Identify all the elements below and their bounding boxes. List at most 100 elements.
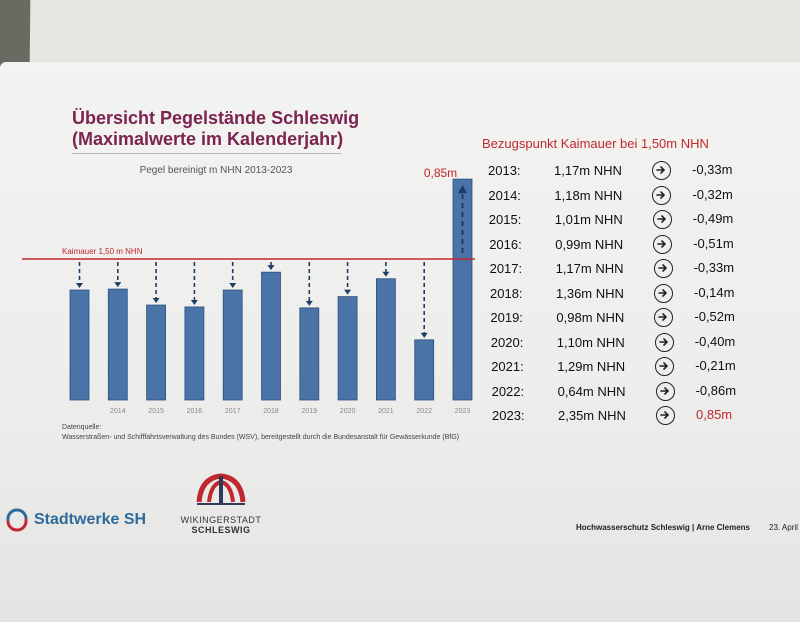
arrow-right-circle-icon [655, 381, 675, 401]
row-difference: -0,32m [692, 186, 733, 202]
bar-2015 [146, 304, 166, 401]
table-row: 2014: 1,18m NHN -0,32m [488, 185, 758, 207]
table-row: 2016: 0,99m NHN -0,51m [489, 234, 759, 256]
row-value: 1,18m NHN [554, 187, 623, 203]
bar-2019 [299, 307, 320, 401]
row-value: 1,29m NHN [557, 359, 626, 374]
row-value: 2,35m NHN [558, 408, 626, 423]
row-year: 2017: [489, 261, 523, 276]
arrow-right-circle-icon [652, 161, 671, 180]
arrow-right-circle-icon [653, 259, 673, 278]
bar-2020 [337, 296, 358, 401]
tick-label-2021: 2021 [378, 408, 394, 415]
arrow-right-circle-icon [654, 308, 674, 327]
tick-label-2016: 2016 [187, 408, 203, 415]
footer-text: Hochwasserschutz Schleswig | Arne Clemen… [576, 523, 750, 532]
arrow-right-circle-icon [654, 332, 674, 352]
row-difference: -0,52m [694, 309, 735, 324]
bar-2014 [107, 288, 128, 401]
down-arrow-head [267, 265, 275, 271]
arrow-right-circle-icon [652, 210, 672, 229]
row-difference: -0,40m [694, 333, 736, 349]
annotation-label: 0,85m [424, 166, 457, 180]
viking-ship-icon [196, 473, 246, 505]
row-year: 2016: [489, 236, 522, 252]
arrow-right-circle-icon [656, 406, 675, 425]
slide-title-line1: Übersicht Pegelstände Schleswig [72, 108, 360, 128]
table-row: 2020: 1,10m NHN -0,40m [491, 332, 761, 354]
down-arrow-head [420, 332, 428, 338]
arrow-right-circle-icon [653, 234, 673, 254]
row-value: 0,98m NHN [556, 310, 625, 325]
row-difference: -0,49m [692, 211, 734, 226]
slide-title: Übersicht Pegelstände Schleswig (Maximal… [72, 108, 359, 150]
footnote-source: Wasserstraßen- und Schifffahrtsverwaltun… [62, 434, 460, 441]
arrow-right-circle-icon [655, 357, 675, 376]
row-year: 2015: [488, 212, 522, 227]
down-arrow-head [76, 283, 83, 289]
down-arrow-head [114, 282, 122, 288]
table-row: 2015: 1,01m NHN -0,49m [489, 209, 759, 231]
row-year: 2014: [488, 187, 521, 203]
row-difference: -0,14m [694, 284, 735, 300]
down-arrow-head [305, 300, 313, 306]
down-arrow-head [152, 298, 160, 304]
table-row: 2022: 0,64m NHN -0,86m [492, 381, 762, 403]
down-arrow-head [229, 283, 237, 289]
tick-label-2020: 2020 [340, 408, 356, 415]
row-value: 1,10m NHN [556, 334, 625, 350]
table-row: 2021: 1,29m NHN -0,21m [491, 356, 761, 378]
table-row: 2017: 1,17m NHN -0,33m [490, 258, 760, 280]
tick-labels-layer: 2014 2015 2016 2017 2018 2019 2020 2021 2022 0,85… [110, 166, 470, 415]
bar-2017 [222, 289, 243, 401]
row-year: 2023: [492, 408, 525, 423]
tick-label-2018: 2018 [263, 408, 279, 415]
row-value: 1,17m NHN [554, 163, 622, 178]
down-arrow-head [344, 289, 352, 295]
footnote: Datenquelle: Wasserstraßen- und Schifffa… [62, 423, 459, 443]
stadtwerke-logo: Stadtwerke SH [4, 507, 146, 533]
up-arrow-head [458, 185, 467, 194]
bar-2023 [452, 178, 473, 401]
row-year: 2018: [490, 285, 523, 301]
row-difference: 0,85m [696, 407, 733, 422]
row-year: 2020: [490, 334, 524, 350]
row-difference: -0,33m [692, 162, 733, 177]
water-level-chart: Pegel bereinigt m NHN 2013-2023 Kaimauer… [22, 165, 475, 415]
row-year: 2021: [491, 359, 524, 374]
tick-label-2015: 2015 [148, 408, 164, 415]
tick-label-2019: 2019 [302, 408, 318, 415]
row-value: 1,36m NHN [556, 285, 624, 301]
wikinger-line2: SCHLESWIG [191, 525, 251, 535]
row-year: 2022: [491, 383, 525, 399]
row-year: 2013: [488, 163, 521, 178]
table-row: 2023: 2,35m NHN 0,85m [492, 405, 762, 427]
bar-2018 [261, 271, 281, 401]
tick-label-2014: 2014 [110, 408, 126, 415]
reference-layer: Kaimauer 1,50 m NHN [22, 247, 475, 260]
row-value: 1,17m NHN [555, 261, 624, 276]
bar-2016 [184, 306, 205, 401]
row-difference: -0,21m [695, 358, 736, 373]
stadtwerke-swirl-icon [6, 508, 28, 532]
tick-label-2022: 2022 [416, 408, 432, 415]
chart-title: Pegel bereinigt m NHN 2013-2023 [140, 165, 293, 176]
arrow-right-circle-icon [654, 283, 673, 303]
wikinger-line1: WIKINGERSTADT [180, 515, 262, 525]
tick-label-2023: 2023 [455, 408, 471, 415]
bar-2021 [375, 278, 396, 401]
title-divider [72, 153, 342, 154]
table-title: Bezugspunkt Kaimauer bei 1,50m NHN [482, 136, 709, 151]
bars-layer [69, 178, 473, 401]
slide-title-line2: (Maximalwerte im Kalenderjahr) [72, 129, 344, 149]
down-arrow-head [190, 299, 198, 305]
bar-2022 [414, 339, 435, 401]
row-year: 2019: [490, 310, 523, 325]
bar-first [69, 289, 90, 401]
wikingerstadt-logo: WIKINGERSTADT SCHLESWIG [166, 472, 276, 535]
tick-label-2017: 2017 [225, 408, 241, 415]
row-difference: -0,33m [693, 260, 735, 275]
footer-date: 23. April [769, 523, 798, 532]
row-value: 0,99m NHN [555, 236, 624, 252]
down-arrow-head [382, 271, 390, 277]
